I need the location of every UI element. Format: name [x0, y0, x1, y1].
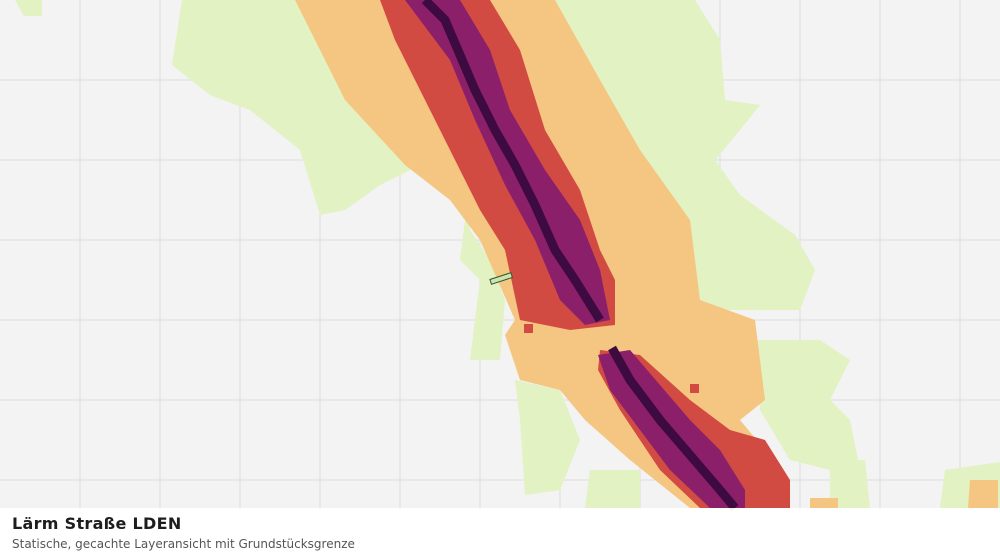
- zone: [405, 0, 610, 325]
- zone: [690, 384, 699, 393]
- zone: [421, 0, 604, 323]
- zone: [608, 345, 739, 511]
- layer-title: Lärm Straße LDEN: [12, 514, 182, 533]
- zone: [585, 470, 640, 508]
- zone: [755, 340, 858, 470]
- noise-zone-max: [421, 0, 739, 511]
- zone: [515, 380, 580, 495]
- zone: [172, 0, 420, 215]
- zone: [830, 460, 870, 508]
- zone: [15, 0, 42, 16]
- zone: [524, 324, 533, 333]
- zone: [555, 0, 815, 310]
- layer-subtitle: Statische, gecachte Layeransicht mit Gru…: [12, 537, 355, 551]
- zone: [810, 498, 838, 508]
- zone: [432, 170, 505, 360]
- noise-zone-low: [15, 0, 1000, 508]
- parcel-boundary: [489, 272, 514, 285]
- caption-bar: Lärm Straße LDEN Statische, gecachte Lay…: [0, 508, 1000, 560]
- zone: [968, 480, 998, 508]
